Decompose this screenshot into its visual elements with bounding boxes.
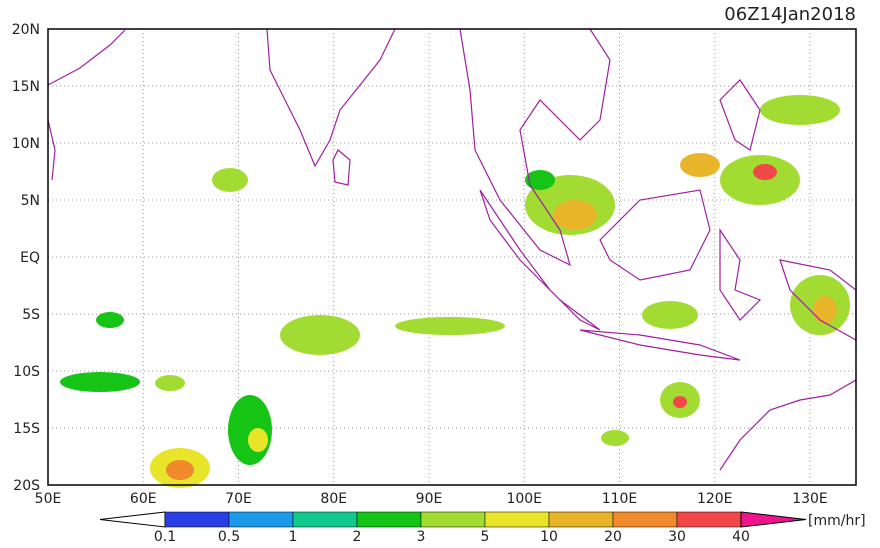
- lon-label: 90E: [416, 491, 443, 507]
- lon-label: 130E: [792, 491, 828, 507]
- colorbar-end: [99, 511, 166, 528]
- lon-label: 50E: [35, 491, 62, 507]
- lat-label: 15N: [12, 79, 40, 95]
- grid: [48, 29, 856, 485]
- colorbar-label: 0.1: [154, 529, 176, 544]
- lat-label: 10S: [13, 364, 40, 380]
- colorbar-box: [676, 511, 742, 528]
- colorbar-box: [484, 511, 550, 528]
- lon-label: 120E: [697, 491, 733, 507]
- colorbar-label: 2: [353, 529, 362, 544]
- colorbar-label: 5: [481, 529, 490, 544]
- colorbar-box: [228, 511, 294, 528]
- lat-label: 20N: [12, 22, 40, 38]
- colorbar-label: 3: [417, 529, 426, 544]
- colorbar-label: 30: [668, 529, 686, 544]
- lat-label: 20S: [13, 478, 40, 494]
- colorbar-box: [612, 511, 678, 528]
- colorbar-box: [356, 511, 422, 528]
- lat-label: 5N: [21, 193, 40, 209]
- rain-areas: [60, 95, 850, 488]
- colorbar-box: [164, 511, 230, 528]
- map-title: 06Z14Jan2018: [724, 4, 856, 25]
- lon-label: 110E: [602, 491, 638, 507]
- lon-label: 100E: [506, 491, 542, 507]
- colorbar-unit: [mm/hr]: [808, 513, 866, 529]
- colorbar-box: [292, 511, 358, 528]
- map-frame: [47, 28, 857, 486]
- coastlines: [47, 28, 857, 471]
- lat-label: EQ: [20, 250, 40, 266]
- lat-label: 10N: [12, 136, 40, 152]
- lon-label: 70E: [225, 491, 252, 507]
- colorbar-label: 0.5: [218, 529, 240, 544]
- colorbar-label: 1: [289, 529, 298, 544]
- lat-label: 15S: [13, 421, 40, 437]
- colorbar-label: 40: [732, 529, 750, 544]
- colorbar-label: 10: [540, 529, 558, 544]
- lon-label: 60E: [130, 491, 157, 507]
- colorbar-box: [420, 511, 486, 528]
- lat-label: 5S: [22, 307, 40, 323]
- colorbar-box: [548, 511, 614, 528]
- colorbar-label: 20: [604, 529, 622, 544]
- lon-label: 80E: [320, 491, 347, 507]
- colorbar-end: [740, 511, 807, 528]
- colorbar: 0.1 0.5 1 2 3 5 10 20 30 40 [mm/hr]: [99, 511, 866, 545]
